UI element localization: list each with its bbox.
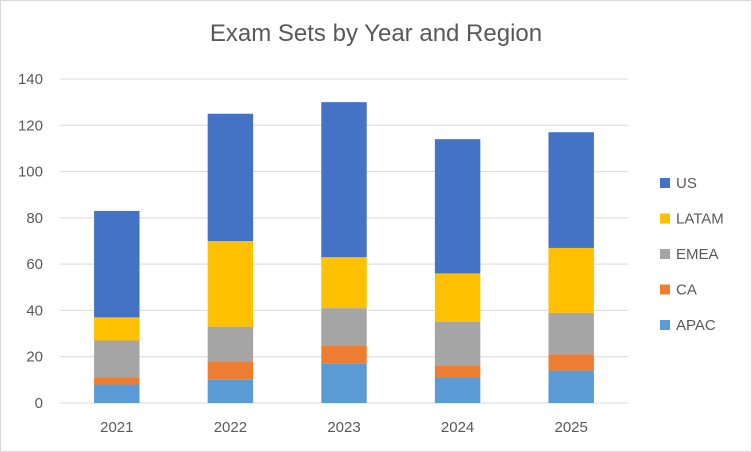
y-tick-label: 100 [18, 164, 43, 181]
legend-label-emea: EMEA [676, 246, 719, 263]
legend-label-ca: CA [676, 282, 697, 299]
legend-swatch-emea [660, 249, 670, 259]
y-tick-label: 0 [35, 395, 43, 412]
legend: US LATAM EMEA CA APAC [660, 175, 724, 334]
bar-ca-2021 [94, 377, 140, 385]
bar-emea-2021 [94, 340, 140, 378]
bar-ca-2023 [321, 345, 367, 364]
bar-apac-2022 [207, 379, 254, 403]
bar-us-2022 [207, 113, 254, 241]
bar-latam-2023 [321, 257, 367, 309]
x-tick-label: 2024 [441, 419, 474, 436]
bar-ca-2024 [434, 365, 481, 378]
y-tick-label: 40 [26, 302, 43, 319]
x-tick-label: 2025 [555, 419, 588, 436]
bar-us-2023 [321, 102, 367, 258]
bar-apac-2021 [94, 384, 140, 403]
bar-latam-2022 [207, 241, 254, 327]
legend-label-apac: APAC [676, 317, 716, 334]
legend-swatch-latam [660, 213, 670, 224]
bar-ca-2022 [207, 361, 254, 380]
x-tick-label: 2023 [327, 419, 360, 436]
legend-label-us: US [676, 175, 697, 192]
x-tick-label: 2021 [100, 419, 133, 436]
bar-emea-2022 [207, 326, 254, 362]
bar-emea-2024 [434, 322, 481, 366]
bar-us-2025 [548, 132, 594, 248]
bar-emea-2025 [548, 312, 594, 355]
y-tick-label: 140 [18, 71, 43, 88]
y-axis-ticks: 0 20 40 60 80 100 120 140 [18, 71, 43, 412]
chart-title: Exam Sets by Year and Region [209, 20, 543, 47]
bar-latam-2025 [548, 247, 594, 313]
y-tick-label: 60 [26, 256, 43, 273]
legend-swatch-apac [660, 320, 670, 330]
legend-swatch-ca [660, 284, 670, 295]
bar-apac-2025 [548, 370, 594, 403]
y-tick-label: 120 [18, 117, 43, 134]
legend-swatch-us [660, 178, 670, 188]
legend-label-latam: LATAM [676, 211, 724, 228]
x-tick-label: 2022 [214, 419, 247, 436]
bar-ca-2025 [548, 354, 594, 371]
y-tick-label: 80 [26, 210, 43, 227]
bar-apac-2023 [321, 363, 367, 403]
bar-emea-2023 [321, 308, 367, 346]
bar-latam-2024 [434, 273, 481, 322]
bar-us-2021 [94, 210, 140, 318]
bar-latam-2021 [94, 317, 140, 341]
bar-us-2024 [434, 139, 481, 274]
y-tick-label: 20 [26, 349, 43, 366]
bar-apac-2024 [434, 377, 481, 403]
x-axis-ticks: 2021 2022 2023 2024 2025 [100, 419, 588, 436]
bars [94, 102, 594, 403]
